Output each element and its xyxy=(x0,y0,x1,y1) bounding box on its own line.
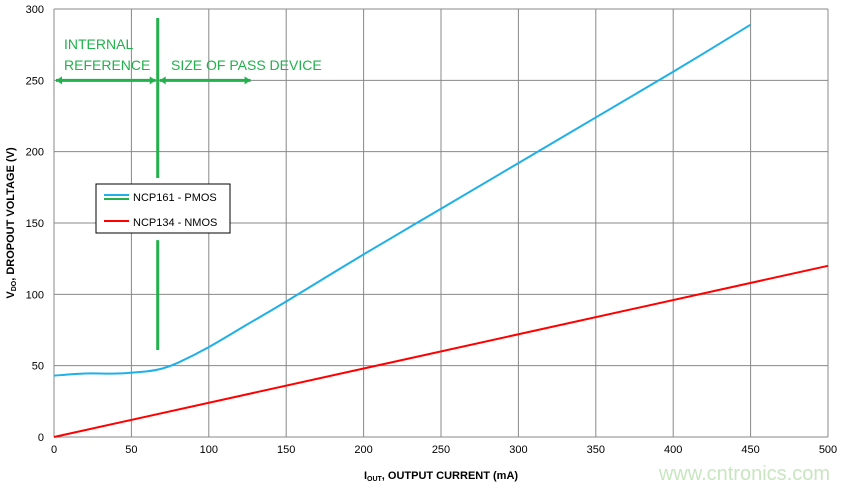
annotation-internal-line2: REFERENCE xyxy=(64,57,150,73)
arrowhead xyxy=(159,76,166,85)
y-tick-label: 250 xyxy=(26,75,44,87)
x-tick-label: 0 xyxy=(51,444,57,456)
x-tick-label: 350 xyxy=(587,444,605,456)
x-tick-label: 150 xyxy=(277,444,295,456)
y-tick-label: 100 xyxy=(26,289,44,301)
x-tick-label: 100 xyxy=(200,444,218,456)
x-tick-label: 200 xyxy=(354,444,372,456)
x-tick-label: 250 xyxy=(432,444,450,456)
y-tick-label: 200 xyxy=(26,147,44,159)
y-tick-label: 0 xyxy=(38,432,44,444)
y-tick-label: 150 xyxy=(26,218,44,230)
legend-box xyxy=(95,183,231,234)
legend-label-1: NCP161 - PMOS xyxy=(133,192,217,204)
watermark: www.cntronics.com xyxy=(658,463,830,485)
x-tick-label: 400 xyxy=(664,444,682,456)
y-axis-label: VDO, DROPOUT VOLTAGE (V) xyxy=(5,147,18,299)
annotation-pass-device: SIZE OF PASS DEVICE xyxy=(171,57,322,73)
arrowhead xyxy=(149,76,156,85)
legend-label-2: NCP134 - NMOS xyxy=(133,217,217,229)
x-tick-label: 450 xyxy=(741,444,759,456)
y-tick-label: 300 xyxy=(26,4,44,16)
arrowhead xyxy=(244,76,251,85)
series-line-2 xyxy=(53,264,829,438)
annotation-internal-line1: INTERNAL xyxy=(64,36,133,52)
series-line-1 xyxy=(53,23,752,377)
x-axis-label: IOUT, OUTPUT CURRENT (mA) xyxy=(364,470,518,483)
x-tick-label: 300 xyxy=(509,444,527,456)
y-tick-label: 50 xyxy=(32,361,44,373)
x-tick-label: 500 xyxy=(819,444,837,456)
arrowhead xyxy=(56,76,62,85)
x-tick-label: 50 xyxy=(125,444,137,456)
